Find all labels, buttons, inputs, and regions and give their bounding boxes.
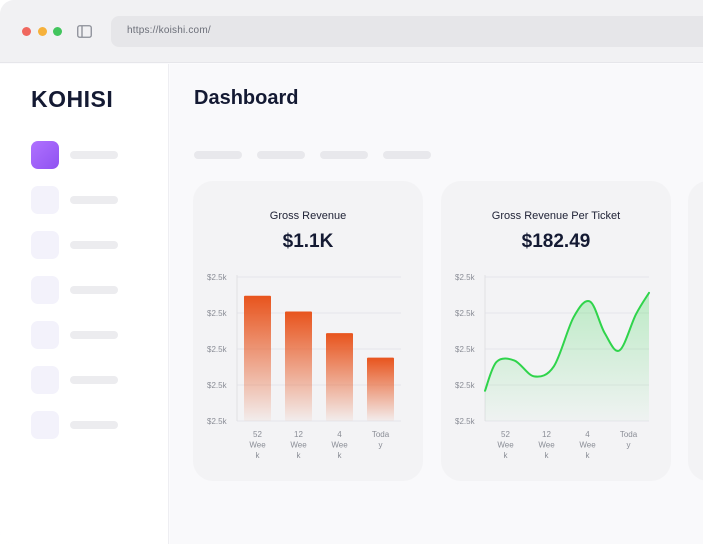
- bar[interactable]: [326, 333, 353, 421]
- x-tick-label: Wee: [331, 441, 348, 450]
- address-bar[interactable]: https://koishi.com/: [111, 16, 703, 47]
- x-tick-label: 4: [585, 430, 590, 439]
- series-line[interactable]: [484, 291, 650, 392]
- nav-icon-placeholder: [31, 141, 59, 169]
- bar[interactable]: [367, 357, 394, 421]
- nav-icon-placeholder: [31, 411, 59, 439]
- sidebar-item-3[interactable]: [31, 231, 171, 259]
- x-tick-label: y: [379, 441, 383, 450]
- browser-titlebar: https://koishi.com/: [0, 0, 703, 63]
- sidebar-item-4[interactable]: [31, 276, 171, 304]
- x-tick-label: Wee: [290, 441, 307, 450]
- x-tick-label: 4: [337, 430, 342, 439]
- filter-tab-placeholder[interactable]: [194, 151, 242, 159]
- sidebar-toggle-icon[interactable]: [77, 25, 92, 38]
- address-bar-url: https://koishi.com/: [127, 25, 211, 36]
- x-tick-label: k: [256, 451, 261, 460]
- main-content: Dashboard Gross Revenue $1.1K $2.5k $2.5k…: [170, 64, 703, 544]
- nav-icon-placeholder: [31, 186, 59, 214]
- y-tick-label: $2.5k: [207, 381, 228, 390]
- nav-label-placeholder: [70, 376, 118, 384]
- y-tick-label: $2.5k: [455, 309, 476, 318]
- nav-icon-placeholder: [31, 366, 59, 394]
- y-tick-label: $2.5k: [455, 417, 476, 426]
- filter-tab-placeholder[interactable]: [383, 151, 431, 159]
- card-value: $1.1K: [282, 231, 334, 252]
- x-tick-label: k: [504, 451, 509, 460]
- card-title: Gross Revenue Per Ticket: [491, 210, 621, 222]
- x-tick-label: 52: [253, 430, 262, 439]
- nav-label-placeholder: [70, 421, 118, 429]
- card-value: $182.49: [521, 231, 591, 252]
- filter-tab-placeholder[interactable]: [257, 151, 305, 159]
- nav-label-placeholder: [70, 196, 118, 204]
- y-tick-label: $2.5k: [207, 309, 228, 318]
- y-tick-label: $2.5k: [455, 381, 476, 390]
- area-fill: [485, 292, 649, 421]
- x-tick-label: 12: [542, 430, 551, 439]
- x-tick-label: Toda: [372, 430, 390, 439]
- maximize-window-button[interactable]: [53, 27, 62, 36]
- nav-icon-placeholder: [31, 321, 59, 349]
- page-title: Dashboard: [194, 87, 299, 109]
- nav-label-placeholder: [70, 151, 118, 159]
- nav-label-placeholder: [70, 286, 118, 294]
- nav-label-placeholder: [70, 241, 118, 249]
- sidebar: KOHISI: [0, 64, 169, 544]
- gross-revenue-card: Gross Revenue $1.1K $2.5k $2.5k $2.5k $2.5k…: [193, 181, 423, 481]
- x-tick-label: k: [297, 451, 302, 460]
- x-tick-label: Wee: [538, 441, 555, 450]
- x-tick-label: 12: [294, 430, 303, 439]
- nav-icon-placeholder: [31, 231, 59, 259]
- sidebar-item-5[interactable]: [31, 321, 171, 349]
- card-title: Gross Revenue: [269, 210, 347, 222]
- next-card-partial: [688, 181, 703, 481]
- x-tick-label: y: [627, 441, 631, 450]
- sidebar-item-2[interactable]: [31, 186, 171, 214]
- x-tick-label: k: [338, 451, 343, 460]
- x-tick-label: k: [586, 451, 591, 460]
- nav-icon-placeholder: [31, 276, 59, 304]
- bar[interactable]: [285, 311, 312, 421]
- x-tick-label: Wee: [497, 441, 514, 450]
- x-tick-label: Toda: [620, 430, 638, 439]
- bar[interactable]: [244, 295, 271, 421]
- sidebar-item-1[interactable]: [31, 141, 171, 169]
- gross-revenue-bar-chart: $2.5k$2.5k$2.5k$2.5k$2.5k52Week12Week4We…: [207, 273, 401, 460]
- sidebar-item-7[interactable]: [31, 411, 171, 439]
- sidebar-item-6[interactable]: [31, 366, 171, 394]
- y-tick-label: $2.5k: [207, 417, 228, 426]
- x-tick-label: k: [545, 451, 550, 460]
- y-tick-label: $2.5k: [207, 273, 228, 282]
- y-tick-label: $2.5k: [455, 273, 476, 282]
- nav-label-placeholder: [70, 331, 118, 339]
- y-tick-label: $2.5k: [207, 345, 228, 354]
- y-tick-label: $2.5k: [455, 345, 476, 354]
- minimize-window-button[interactable]: [38, 27, 47, 36]
- x-tick-label: Wee: [579, 441, 596, 450]
- revenue-per-ticket-line-chart: $2.5k$2.5k$2.5k$2.5k$2.5k52Week12Week4We…: [455, 273, 650, 460]
- app-logo[interactable]: KOHISI: [31, 86, 114, 112]
- revenue-per-ticket-card: Gross Revenue Per Ticket $182.49 $2.5k $2…: [441, 181, 671, 481]
- x-tick-label: 52: [501, 430, 510, 439]
- close-window-button[interactable]: [22, 27, 31, 36]
- filter-tab-placeholder[interactable]: [320, 151, 368, 159]
- x-tick-label: Wee: [249, 441, 266, 450]
